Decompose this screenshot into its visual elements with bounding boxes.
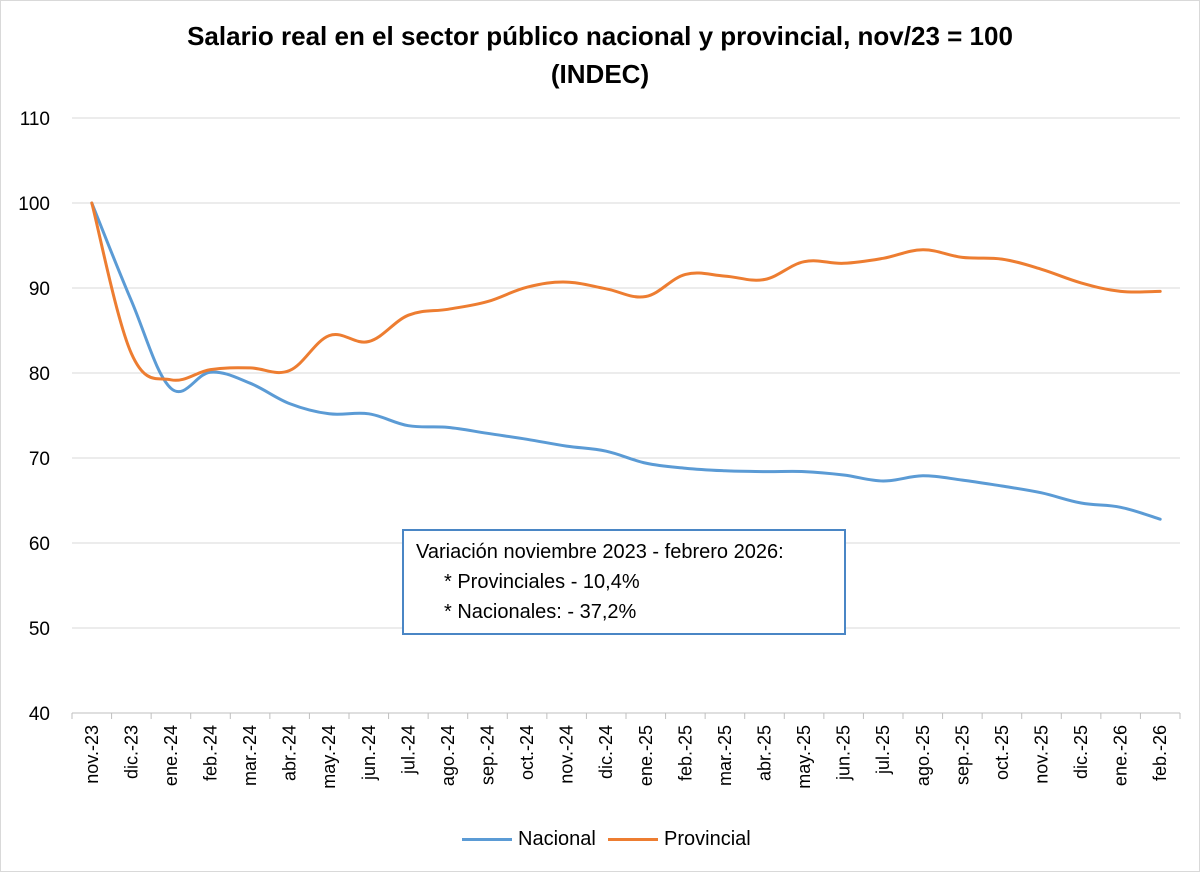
legend-swatch-provincial [608,837,658,841]
x-tick-label-abr.-25: abr.-25 [755,725,775,781]
x-tick-label-nov.-25: nov.-25 [1032,725,1052,784]
y-tick-label-40: 40 [29,704,50,725]
y-tick-label-100: 100 [18,194,50,215]
legend-label-provincial: Provincial [664,827,751,850]
x-tick-label-ago.-25: ago.-25 [913,725,933,786]
x-tick-label-abr.-24: abr.-24 [280,725,300,781]
x-tick-label-mar.-25: mar.-25 [715,725,735,786]
chart-subtitle: (INDEC) [550,59,650,89]
y-tick-label-50: 50 [29,619,50,640]
x-tick-label-ene.-26: ene.-26 [1111,725,1131,786]
x-tick-label-may.-25: may.-25 [794,725,814,789]
x-tick-label-nov.-23: nov.-23 [82,725,102,784]
x-tick-label-oct.-25: oct.-25 [992,725,1012,780]
chart-title: Salario real en el sector público nacion… [187,21,1013,51]
series-line-provincial [90,201,1162,382]
x-tick-label-dic.-25: dic.-25 [1071,725,1091,779]
series-line-nacional [90,201,1162,521]
legend-swatch-nacional [462,837,512,841]
x-tick-label-feb.-25: feb.-25 [675,725,695,781]
x-tick-label-jun.-24: jun.-24 [359,725,379,781]
x-tick-label-sep.-24: sep.-24 [478,725,498,785]
x-tick-label-jul.-25: jul.-25 [873,725,893,775]
x-tick-label-ene.-24: ene.-24 [161,725,181,786]
legend: Nacional Provincial [0,824,1200,854]
y-tick-label-70: 70 [29,449,50,470]
x-tick-label-dic.-23: dic.-23 [121,725,141,779]
annotation-line-3: * Nacionales: - 37,2% [444,601,637,623]
x-tick-label-ene.-25: ene.-25 [636,725,656,786]
x-tick-label-may.-24: may.-24 [319,725,339,789]
x-tick-label-feb.-24: feb.-24 [201,725,221,781]
x-tick-label-feb.-26: feb.-26 [1150,725,1170,781]
x-tick-label-dic.-24: dic.-24 [596,725,616,779]
annotation-box: Variación noviembre 2023 - febrero 2026:… [402,529,846,635]
y-tick-label-60: 60 [29,534,50,555]
x-tick-label-sep.-25: sep.-25 [952,725,972,785]
annotation-line-1: Variación noviembre 2023 - febrero 2026: [416,541,784,563]
annotation-line-2: * Provinciales - 10,4% [444,571,640,593]
x-tick-label-mar.-24: mar.-24 [240,725,260,786]
x-tick-label-jul.-24: jul.-24 [398,725,418,775]
x-tick-label-oct.-24: oct.-24 [517,725,537,780]
x-tick-label-ago.-24: ago.-24 [438,725,458,786]
legend-label-nacional: Nacional [518,827,596,850]
x-tick-label-jun.-25: jun.-25 [834,725,854,781]
y-tick-label-80: 80 [29,364,50,385]
y-tick-label-90: 90 [29,279,50,300]
x-tick-label-nov.-24: nov.-24 [557,725,577,784]
y-tick-label-110: 110 [20,109,50,130]
legend-item-nacional: Nacional [462,824,596,854]
legend-item-provincial: Provincial [608,824,751,854]
